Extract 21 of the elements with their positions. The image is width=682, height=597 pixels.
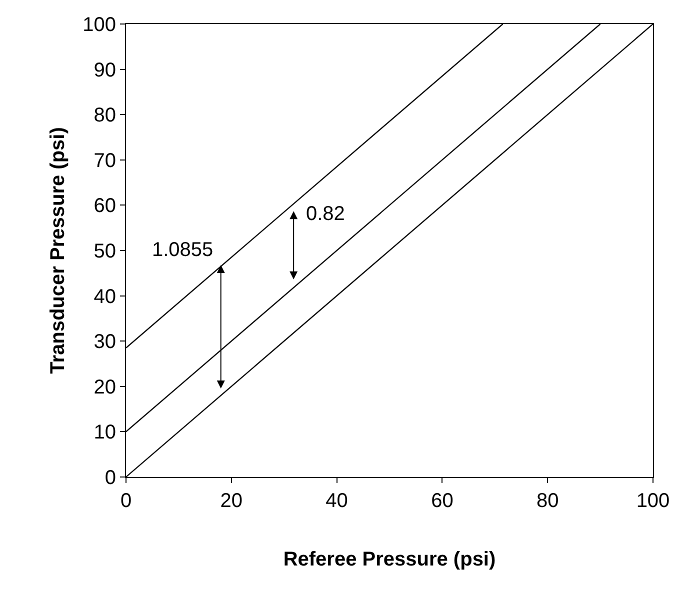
x-axis-title: Referee Pressure (psi): [283, 548, 496, 570]
y-tick-label: 100: [82, 14, 116, 36]
y-tick-label: 80: [94, 104, 116, 127]
y-tick-label: 30: [94, 331, 116, 354]
x-tick-label: 80: [536, 490, 559, 512]
y-axis-title: Transducer Pressure (psi): [47, 127, 70, 374]
x-tick-label: 60: [431, 490, 454, 512]
annotation: 1.0855: [152, 239, 214, 261]
y-tick-label: 50: [94, 240, 116, 262]
y-tick-label: 60: [94, 195, 116, 218]
annotation: 0.82: [306, 203, 345, 225]
y-tick-label: 10: [94, 422, 116, 444]
y-tick-label: 0: [104, 467, 116, 489]
x-tick-label: 100: [636, 490, 670, 512]
y-tick-label: 20: [94, 376, 116, 398]
x-tick-label: 20: [220, 490, 243, 512]
y-tick-label: 70: [94, 150, 116, 172]
x-tick-label: 0: [120, 490, 132, 512]
x-tick-label: 40: [326, 490, 348, 512]
y-tick-label: 90: [94, 59, 116, 82]
y-tick-label: 40: [94, 286, 116, 308]
